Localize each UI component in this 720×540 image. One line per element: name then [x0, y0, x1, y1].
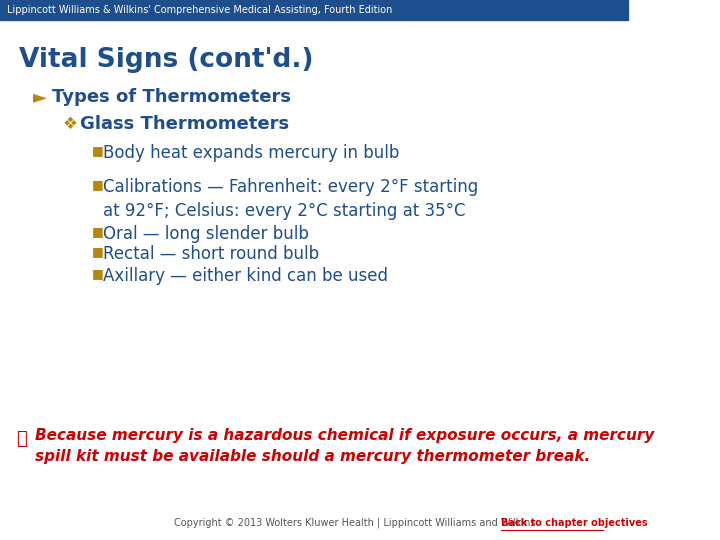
Text: ■: ■	[91, 267, 103, 280]
Text: ■: ■	[91, 144, 103, 157]
Text: ►: ►	[33, 88, 47, 106]
Text: Body heat expands mercury in bulb: Body heat expands mercury in bulb	[103, 144, 399, 162]
Text: Glass Thermometers: Glass Thermometers	[80, 115, 289, 133]
Text: 🔑: 🔑	[16, 430, 27, 448]
Text: Calibrations — Fahrenheit: every 2°F starting
at 92°F; Celsius: every 2°C starti: Calibrations — Fahrenheit: every 2°F sta…	[103, 178, 478, 220]
Text: Because mercury is a hazardous chemical if exposure occurs, a mercury
spill kit : Because mercury is a hazardous chemical …	[35, 428, 654, 464]
Text: Oral — long slender bulb: Oral — long slender bulb	[103, 225, 309, 243]
Text: Types of Thermometers: Types of Thermometers	[53, 88, 292, 106]
Text: Back to chapter objectives: Back to chapter objectives	[501, 518, 648, 528]
Text: Axillary — either kind can be used: Axillary — either kind can be used	[103, 267, 388, 285]
Text: ■: ■	[91, 178, 103, 191]
Text: Lippincott Williams & Wilkins' Comprehensive Medical Assisting, Fourth Edition: Lippincott Williams & Wilkins' Comprehen…	[7, 5, 392, 15]
Text: ■: ■	[91, 225, 103, 238]
Text: Vital Signs (cont'd.): Vital Signs (cont'd.)	[19, 47, 314, 73]
Text: ■: ■	[91, 245, 103, 258]
Text: Rectal — short round bulb: Rectal — short round bulb	[103, 245, 319, 263]
Text: Copyright © 2013 Wolters Kluwer Health | Lippincott Williams and Wilkins: Copyright © 2013 Wolters Kluwer Health |…	[174, 517, 536, 528]
Bar	[0, 0, 628, 20]
Text: ❖: ❖	[63, 115, 78, 133]
